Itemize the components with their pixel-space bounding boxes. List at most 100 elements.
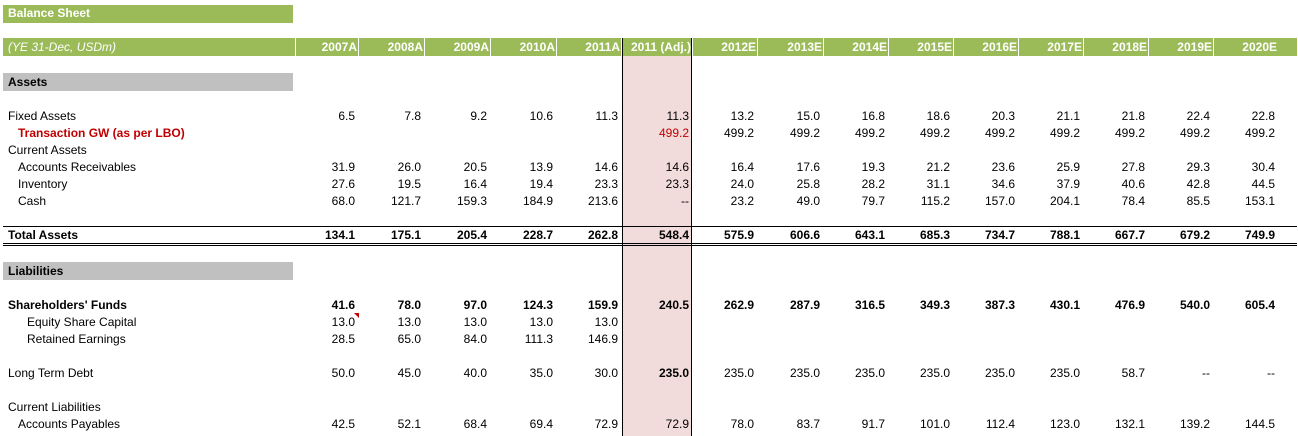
cell-value[interactable]: 132.1 [1114, 417, 1145, 431]
cell-value[interactable]: 548.4 [658, 228, 689, 242]
cell-value[interactable]: 27.8 [1121, 160, 1145, 174]
cell-value[interactable]: 14.6 [665, 160, 689, 174]
cell-value[interactable]: 499.2 [1244, 126, 1275, 140]
cell-value[interactable]: 41.6 [331, 298, 355, 312]
cell-value[interactable]: 235.0 [919, 366, 950, 380]
cell-value[interactable]: -- [1267, 366, 1275, 380]
cell-value[interactable]: 40.0 [463, 366, 487, 380]
cell-value[interactable]: 387.3 [984, 298, 1015, 312]
cell-value[interactable]: 65.0 [397, 332, 421, 346]
comment-indicator-icon[interactable] [354, 313, 359, 318]
cell-value[interactable]: 14.6 [594, 160, 618, 174]
cell-value[interactable]: 476.9 [1114, 298, 1145, 312]
cell-value[interactable]: 97.0 [463, 298, 487, 312]
cell-value[interactable]: 13.0 [529, 315, 553, 329]
cell-value[interactable]: 101.0 [919, 417, 950, 431]
cell-value[interactable]: 68.4 [463, 417, 487, 431]
cell-value[interactable]: 6.5 [338, 109, 355, 123]
cell-value[interactable]: 22.8 [1251, 109, 1275, 123]
cell-value[interactable]: 159.9 [587, 298, 618, 312]
cell-value[interactable]: 175.1 [390, 228, 421, 242]
cell-value[interactable]: 85.5 [1186, 194, 1210, 208]
cell-value[interactable]: 13.0 [594, 315, 618, 329]
cell-value[interactable]: 153.1 [1244, 194, 1275, 208]
cell-value[interactable]: 30.4 [1251, 160, 1275, 174]
cell-value[interactable]: 9.2 [470, 109, 487, 123]
cell-value[interactable]: 159.3 [456, 194, 487, 208]
cell-value[interactable]: 91.7 [861, 417, 885, 431]
cell-value[interactable]: 349.3 [919, 298, 950, 312]
cell-value[interactable]: 68.0 [331, 194, 355, 208]
cell-value[interactable]: 27.6 [331, 177, 355, 191]
cell-value[interactable]: 139.2 [1179, 417, 1210, 431]
cell-value[interactable]: 45.0 [397, 366, 421, 380]
cell-value[interactable]: 21.2 [926, 160, 950, 174]
cell-value[interactable]: 262.8 [587, 228, 618, 242]
cell-value[interactable]: 749.9 [1244, 228, 1275, 242]
cell-value[interactable]: 21.1 [1056, 109, 1080, 123]
cell-value[interactable]: 30.0 [594, 366, 618, 380]
cell-value[interactable]: 734.7 [984, 228, 1015, 242]
cell-value[interactable]: 78.0 [397, 298, 421, 312]
cell-value[interactable]: 235.0 [984, 366, 1015, 380]
cell-value[interactable]: 28.5 [331, 332, 355, 346]
cell-value[interactable]: 430.1 [1049, 298, 1080, 312]
cell-value[interactable]: 121.7 [390, 194, 421, 208]
cell-value[interactable]: 13.0 [331, 315, 355, 329]
cell-value[interactable]: 58.7 [1121, 366, 1145, 380]
cell-value[interactable]: 123.0 [1049, 417, 1080, 431]
cell-value[interactable]: 235.0 [723, 366, 754, 380]
cell-value[interactable]: 124.3 [522, 298, 553, 312]
cell-value[interactable]: 16.4 [730, 160, 754, 174]
cell-value[interactable]: 42.8 [1186, 177, 1210, 191]
cell-value[interactable]: 18.6 [926, 109, 950, 123]
cell-value[interactable]: 235.0 [658, 366, 689, 380]
cell-value[interactable]: 20.3 [991, 109, 1015, 123]
cell-value[interactable]: 83.7 [796, 417, 820, 431]
cell-value[interactable]: 205.4 [456, 228, 487, 242]
cell-value[interactable]: 78.0 [730, 417, 754, 431]
cell-value[interactable]: 13.0 [463, 315, 487, 329]
cell-value[interactable]: 23.2 [730, 194, 754, 208]
cell-value[interactable]: 11.3 [595, 109, 618, 123]
cell-value[interactable]: 13.2 [730, 109, 754, 123]
cell-value[interactable]: -- [1202, 366, 1210, 380]
cell-value[interactable]: 20.5 [463, 160, 487, 174]
cell-value[interactable]: 499.2 [1179, 126, 1210, 140]
cell-value[interactable]: 15.0 [796, 109, 820, 123]
cell-value[interactable]: 35.0 [529, 366, 553, 380]
cell-value[interactable]: 50.0 [331, 366, 355, 380]
cell-value[interactable]: 10.6 [529, 109, 553, 123]
cell-value[interactable]: 23.3 [594, 177, 618, 191]
cell-value[interactable]: 605.4 [1244, 298, 1275, 312]
cell-value[interactable]: 111.3 [524, 332, 553, 346]
cell-value[interactable]: 37.9 [1056, 177, 1080, 191]
cell-value[interactable]: 606.6 [789, 228, 820, 242]
cell-value[interactable]: 29.3 [1186, 160, 1210, 174]
cell-value[interactable]: 146.9 [587, 332, 618, 346]
cell-value[interactable]: 240.5 [658, 298, 689, 312]
cell-value[interactable]: 499.2 [1114, 126, 1145, 140]
cell-value[interactable]: 134.1 [324, 228, 355, 242]
cell-value[interactable]: 49.0 [796, 194, 820, 208]
cell-value[interactable]: 16.8 [861, 109, 885, 123]
cell-value[interactable]: 235.0 [854, 366, 885, 380]
cell-value[interactable]: 31.9 [331, 160, 355, 174]
cell-value[interactable]: 79.7 [861, 194, 885, 208]
cell-value[interactable]: 235.0 [1049, 366, 1080, 380]
cell-value[interactable]: 19.3 [861, 160, 885, 174]
cell-value[interactable]: 144.5 [1244, 417, 1275, 431]
cell-value[interactable]: 788.1 [1049, 228, 1080, 242]
cell-value[interactable]: 17.6 [796, 160, 820, 174]
cell-value[interactable]: 685.3 [919, 228, 950, 242]
cell-value[interactable]: 34.6 [991, 177, 1015, 191]
cell-value[interactable]: 499.2 [723, 126, 754, 140]
cell-value[interactable]: 25.8 [796, 177, 820, 191]
cell-value[interactable]: 235.0 [789, 366, 820, 380]
cell-value[interactable]: 16.4 [463, 177, 487, 191]
cell-value[interactable]: 52.1 [397, 417, 421, 431]
cell-value[interactable]: 13.0 [397, 315, 421, 329]
cell-value[interactable]: 23.3 [665, 177, 689, 191]
cell-value[interactable]: 72.9 [594, 417, 618, 431]
cell-value[interactable]: 40.6 [1121, 177, 1145, 191]
